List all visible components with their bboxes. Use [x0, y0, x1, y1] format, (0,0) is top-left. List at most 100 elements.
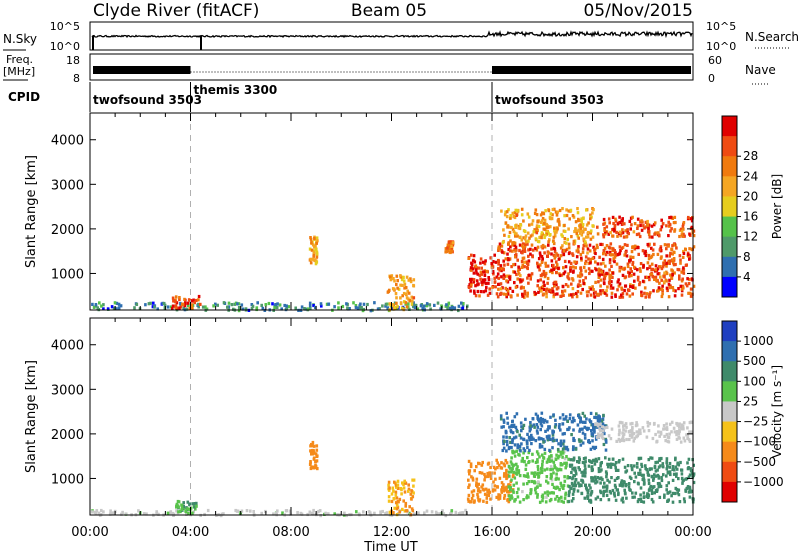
scatter-cell [663, 275, 666, 279]
scatter-cell [487, 488, 491, 492]
scatter-cell [572, 497, 575, 501]
scatter-cell [642, 495, 646, 499]
scatter-cell [552, 460, 556, 464]
scatter-cell [404, 504, 407, 508]
scatter-cell [577, 236, 580, 240]
scatter-cell [407, 489, 410, 493]
scatter-cell [555, 263, 559, 267]
scatter-cell [394, 490, 398, 494]
scatter-cell [512, 463, 516, 467]
scatter-cell [597, 435, 601, 439]
scatter-cell [605, 293, 609, 297]
scatter-cell [410, 302, 414, 306]
scatter-cell [622, 424, 625, 428]
scatter-cell [182, 501, 185, 505]
scatter-cell [296, 511, 299, 515]
scatter-cell [611, 271, 615, 275]
scatter-cell [572, 489, 576, 493]
scatter-cell [662, 261, 665, 265]
scatter-cell [583, 469, 586, 473]
scatter-cell [666, 288, 669, 293]
scatter-cell [628, 271, 631, 275]
scatter-cell [587, 221, 590, 225]
scatter-cell [179, 510, 182, 514]
scatter-cell [469, 464, 473, 469]
scatter-cell [327, 302, 330, 306]
scatter-cell [311, 444, 314, 448]
scatter-cell [563, 223, 566, 227]
scatter-cell [236, 302, 239, 306]
scatter-cell [507, 483, 510, 487]
scatter-cell [506, 289, 510, 293]
scatter-cell [589, 293, 593, 297]
scatter-cell [689, 467, 692, 471]
scatter-cell [665, 488, 668, 492]
scatter-cell [354, 305, 358, 310]
scatter-cell [654, 264, 658, 268]
scatter-cell [674, 289, 677, 293]
scatter-cell [319, 514, 322, 518]
scatter-cell [613, 225, 617, 230]
scatter-cell [605, 230, 609, 234]
scatter-cell [311, 452, 315, 456]
scatter-cell [553, 249, 557, 254]
scatter-cell [626, 464, 630, 468]
scatter-cell [538, 268, 541, 272]
scatter-cell [654, 469, 658, 473]
scatter-cell [536, 414, 539, 418]
scatter-cell [557, 477, 560, 481]
scatter-cell [98, 301, 101, 305]
scatter-cell [483, 270, 486, 274]
scatter-cell [526, 261, 529, 265]
scatter-cell [516, 234, 519, 238]
scatter-cell [553, 234, 557, 238]
scatter-cell [679, 261, 682, 265]
scatter-cell [615, 439, 618, 443]
scatter-cell [470, 268, 473, 272]
scatter-cell [558, 273, 562, 278]
scatter-cell [540, 219, 544, 223]
scatter-cell [300, 305, 304, 309]
scatter-cell [563, 496, 567, 500]
scatter-cell [580, 233, 584, 237]
scatter-cell [628, 259, 631, 263]
scatter-cell [631, 260, 635, 265]
nsky-tick-top: 10^5 [50, 20, 80, 33]
scatter-cell [309, 261, 313, 265]
scatter-cell [521, 278, 525, 282]
freq-tick-bottom: 8 [73, 72, 80, 85]
scatter-cell [315, 454, 319, 458]
scatter-cell [543, 468, 546, 472]
scatter-cell [227, 305, 231, 309]
scatter-cell [439, 307, 442, 311]
scatter-cell [653, 221, 657, 225]
scatter-cell [518, 267, 521, 271]
scatter-cell [596, 435, 599, 439]
scatter-cell [656, 488, 659, 492]
scatter-cell [657, 485, 661, 489]
scatter-cell [624, 429, 627, 433]
scatter-cell [629, 476, 633, 481]
scatter-cell [555, 252, 558, 256]
scatter-cell [475, 465, 478, 469]
scatter-cell [96, 306, 99, 310]
scatter-cell [574, 220, 578, 224]
scatter-cell [310, 248, 314, 252]
scatter-cell [467, 478, 470, 482]
scatter-cell [680, 229, 684, 233]
scatter-cell [537, 480, 540, 484]
colorbar-swatch [722, 116, 737, 137]
scatter-cell [310, 241, 313, 245]
scatter-cell [608, 246, 612, 250]
scatter-cell [539, 416, 543, 421]
scatter-cell [683, 500, 686, 504]
scatter-cell [543, 451, 547, 455]
scatter-cell [513, 262, 517, 267]
scatter-cell [579, 420, 582, 424]
scatter-cell [507, 208, 510, 212]
scatter-cell [608, 277, 612, 281]
scatter-cell [504, 471, 508, 476]
scatter-cell [608, 221, 611, 225]
scatter-cell [500, 209, 503, 213]
scatter-cell [511, 243, 514, 247]
